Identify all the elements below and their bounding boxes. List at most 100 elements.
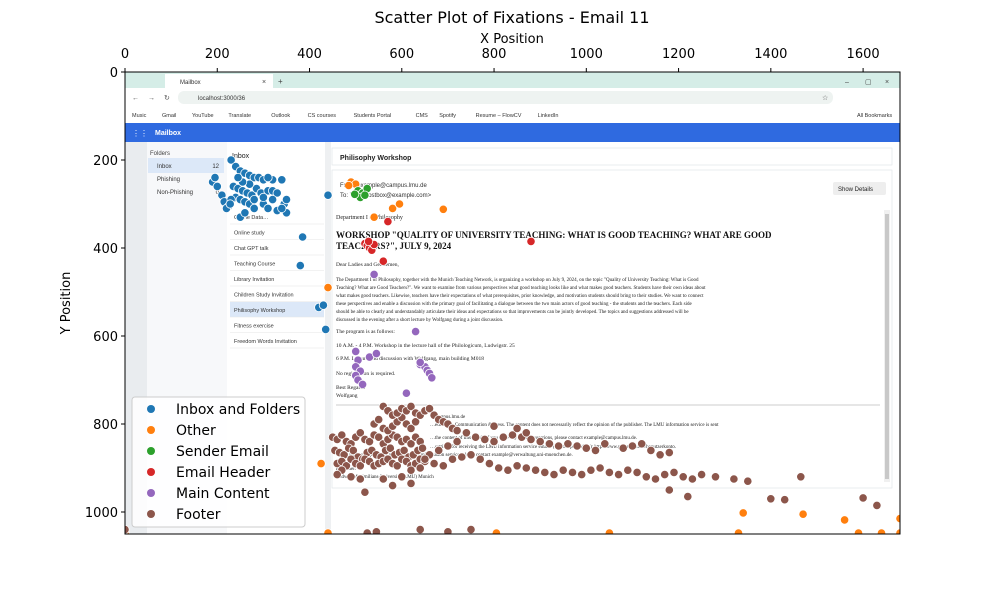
y-tick-label: 200: [93, 154, 118, 169]
email-body-line: discussed in the evening after a short l…: [336, 318, 503, 323]
folder-item-non-phishing[interactable]: Non-Phishing: [157, 190, 193, 196]
point-inbox-and-folders: [258, 192, 268, 202]
point-footer: [581, 443, 591, 453]
y-tick-label: 1000: [85, 506, 118, 521]
tab-close-icon[interactable]: ×: [262, 79, 266, 86]
email-list-item[interactable]: Online Data…: [234, 215, 269, 221]
email-list: Online Data… Online study Chat GPT talk Tea…: [230, 215, 324, 349]
bookmark-item[interactable]: Spotify: [439, 113, 456, 119]
bookmark-item[interactable]: LinkedIn: [538, 113, 559, 119]
point-email-header: [378, 256, 388, 266]
point-footer: [434, 445, 444, 455]
email-list-item[interactable]: Chat GPT talk: [234, 246, 269, 252]
point-footer: [655, 450, 665, 460]
browser-tab[interactable]: [165, 74, 273, 88]
point-footer: [417, 443, 428, 453]
app-menu-icon[interactable]: ⋮⋮: [132, 129, 148, 138]
show-details-button[interactable]: [833, 182, 886, 195]
reload-icon[interactable]: ↻: [164, 95, 170, 102]
point-footer: [780, 495, 790, 505]
email-list-item[interactable]: Fitness exercise: [234, 324, 274, 330]
point-footer: [558, 465, 568, 475]
point-other: [604, 528, 614, 534]
point-footer: [664, 485, 674, 495]
legend-label: Inbox and Folders: [176, 402, 300, 418]
folder-item-inbox[interactable]: Inbox: [157, 164, 172, 170]
all-bookmarks[interactable]: All Bookmarks: [857, 113, 892, 119]
point-footer: [374, 414, 384, 425]
point-main-content: [415, 357, 425, 367]
point-inbox-and-folders: [277, 175, 287, 185]
bookmark-item[interactable]: Resume – FlowCV: [476, 113, 522, 119]
email-list-item[interactable]: Philisophy Workshop: [234, 308, 285, 314]
x-tick-label: 800: [482, 47, 507, 62]
new-tab-icon[interactable]: +: [278, 77, 283, 86]
bookmark-item[interactable]: CS courses: [308, 113, 337, 119]
point-inbox-and-folders: [210, 173, 220, 183]
plot-frame: [124, 71, 901, 535]
point-inbox-and-folders: [249, 195, 259, 205]
point-footer: [586, 465, 596, 475]
y-tick-label: 400: [93, 242, 118, 257]
email-footer-line: …edited … Communication & Press. The con…: [430, 423, 719, 428]
bookmark-item[interactable]: CMS: [416, 113, 429, 119]
inbox-heading: Inbox: [232, 153, 250, 160]
maximize-icon[interactable]: ▢: [865, 79, 872, 86]
point-footer: [447, 454, 458, 464]
bookmark-item[interactable]: Students Portal: [354, 113, 392, 119]
point-footer: [660, 469, 670, 480]
legend: Inbox and Folders Other Sender Email Email …: [131, 396, 306, 528]
point-footer: [637, 439, 647, 449]
point-footer: [420, 454, 430, 464]
point-footer: [348, 445, 358, 455]
legend-label: Footer: [176, 507, 221, 523]
point-footer: [743, 476, 753, 486]
bookmark-item[interactable]: Translate: [228, 113, 251, 119]
email-list-item[interactable]: Library Invitation: [234, 277, 274, 283]
folder-item-phishing[interactable]: Phishing: [157, 177, 180, 183]
point-footer: [452, 425, 462, 436]
point-footer: [387, 480, 398, 491]
point-footer: [443, 527, 453, 534]
point-footer: [535, 436, 545, 447]
point-footer: [392, 461, 402, 471]
email-list-item[interactable]: Teaching Course: [234, 262, 275, 268]
email-list-item[interactable]: Children Study Invitation: [234, 293, 294, 299]
email-greeting: Dear Ladies and Gentlemen,: [336, 262, 400, 268]
point-footer: [475, 454, 485, 464]
point-inbox-and-folders: [249, 203, 259, 213]
point-other: [323, 282, 333, 293]
email-list-item[interactable]: Online study: [234, 231, 265, 237]
bookmark-item[interactable]: Gmail: [162, 113, 176, 119]
folder-count: 0: [216, 190, 220, 196]
point-inbox-and-folders: [267, 195, 278, 205]
address-bar[interactable]: [178, 91, 833, 104]
bookmark-item[interactable]: Music: [132, 113, 147, 119]
point-footer: [710, 472, 721, 482]
point-footer: [360, 487, 370, 497]
point-other: [387, 203, 398, 213]
minimize-icon[interactable]: –: [845, 79, 849, 86]
point-footer: [650, 474, 661, 484]
star-icon[interactable]: ☆: [822, 94, 828, 102]
point-footer: [540, 467, 550, 477]
email-list-item[interactable]: Freedom Words Invitation: [234, 339, 297, 345]
window-close-icon[interactable]: ×: [885, 79, 889, 86]
y-tick-label: 800: [93, 418, 118, 433]
point-other: [839, 515, 850, 525]
point-footer: [429, 458, 439, 469]
point-footer: [498, 432, 508, 442]
bookmark-item[interactable]: YouTube: [192, 113, 214, 119]
address-text: localhost:3000/36: [198, 96, 246, 102]
point-footer: [378, 474, 388, 484]
point-sender-email: [350, 189, 360, 199]
email-headline-2: TEACHERS?", JULY 9, 2024: [336, 241, 452, 251]
bookmark-item[interactable]: Outlook: [271, 113, 290, 119]
back-icon[interactable]: ←: [132, 95, 139, 102]
point-footer: [729, 474, 739, 484]
email-program-item: 6 P.M. Lecture and discussion with Wolfg…: [336, 355, 484, 362]
legend-marker: [147, 510, 155, 518]
x-axis-ticks: 0 200 400 600 800 1000 1200 1400 1600: [121, 47, 880, 72]
forward-icon[interactable]: →: [148, 95, 155, 102]
email-headline-1: WORKSHOP "QUALITY OF UNIVERSITY TEACHING…: [336, 230, 772, 240]
